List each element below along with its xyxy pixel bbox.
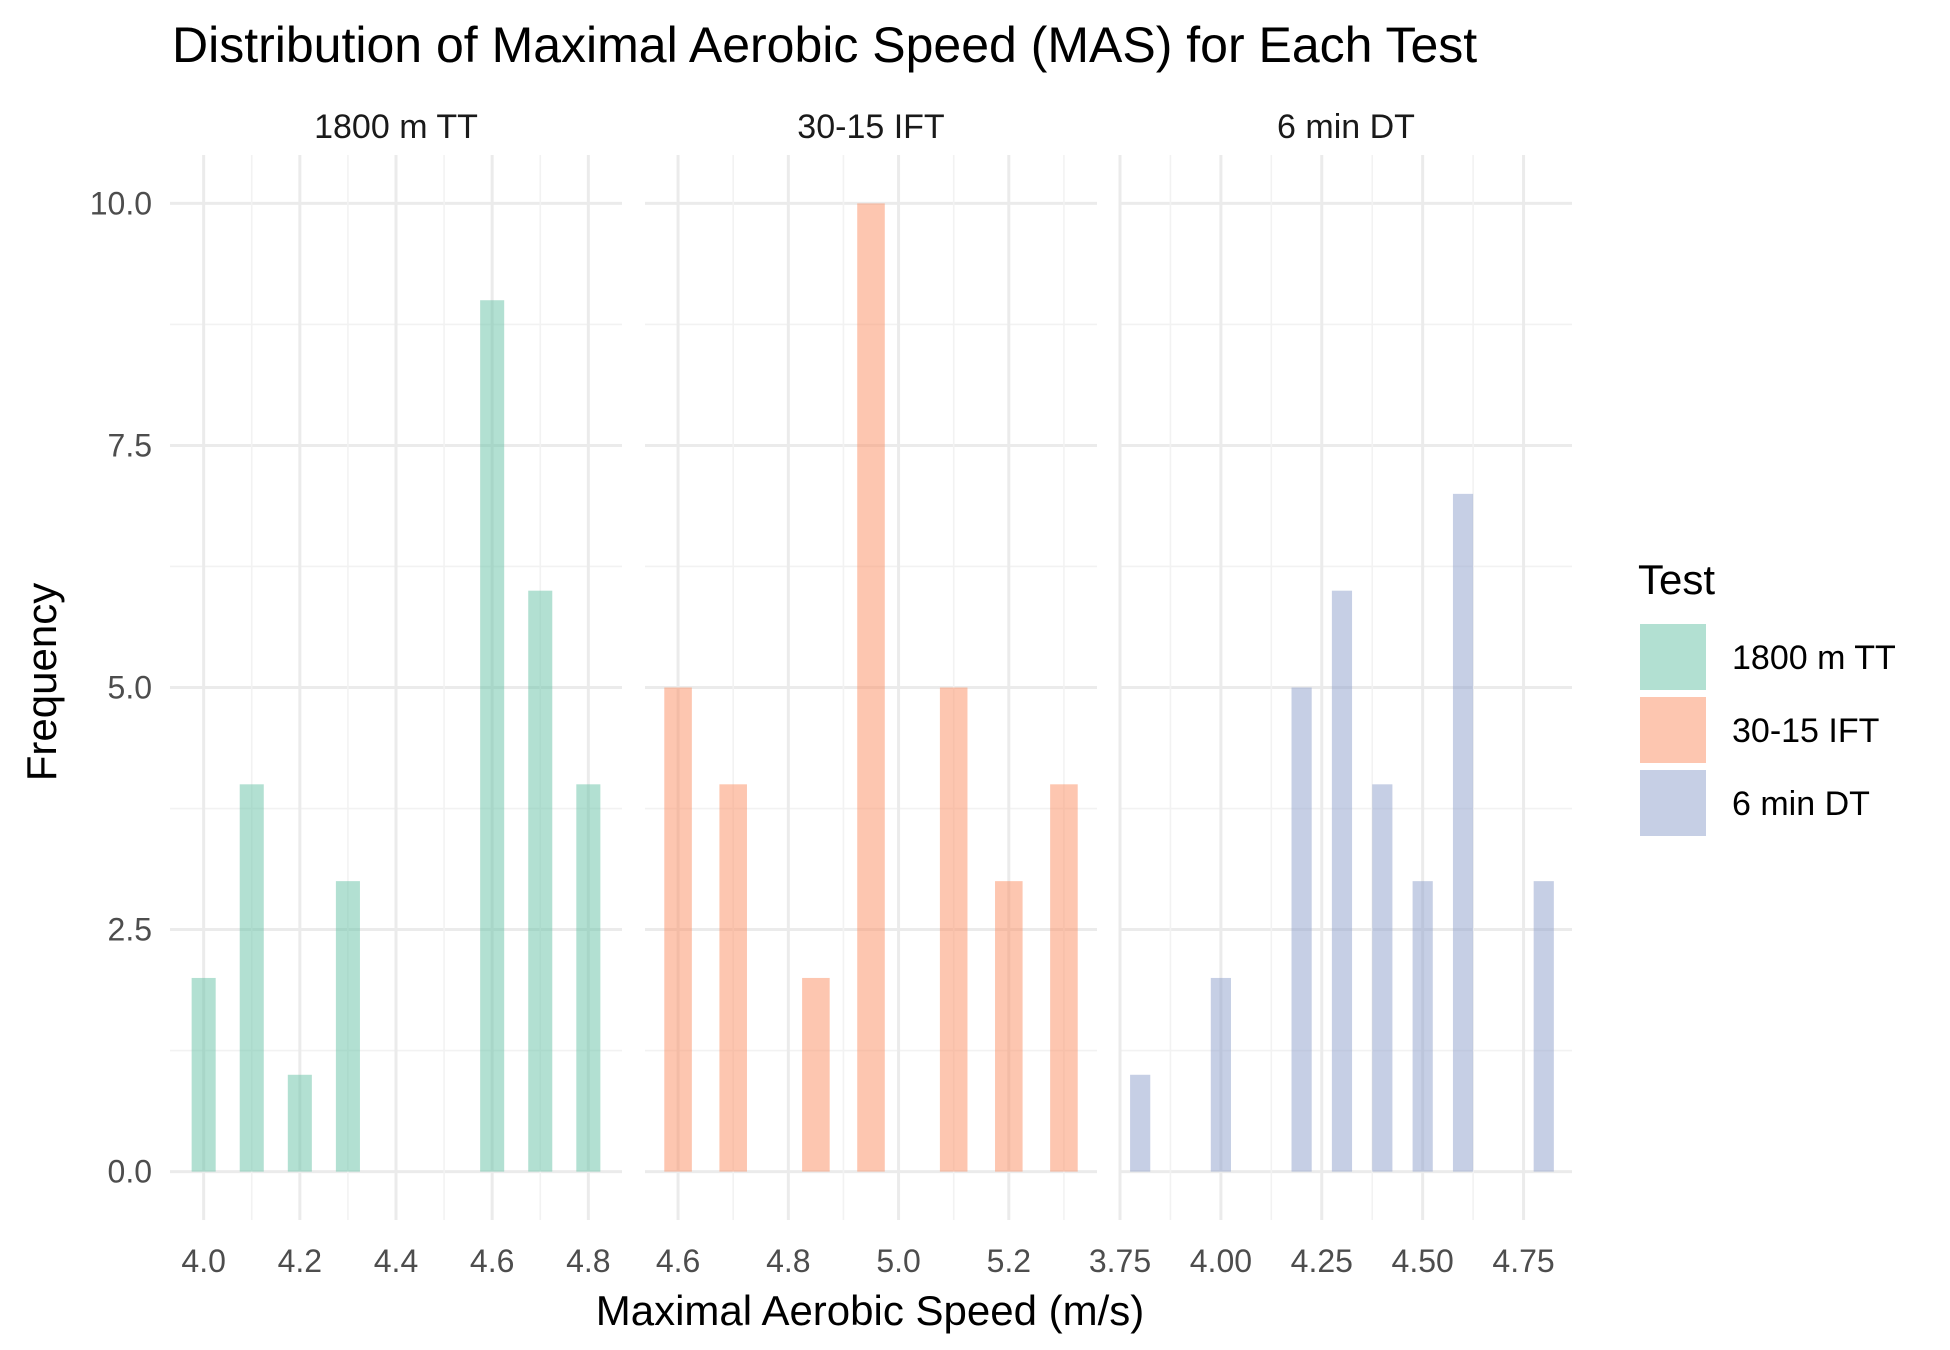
legend-label: 30-15 IFT (1732, 712, 1879, 750)
histogram-bar (664, 687, 692, 1172)
histogram-bar (576, 784, 601, 1172)
histogram-bar (939, 687, 968, 1172)
histogram-bar (480, 300, 505, 1172)
x-tick-label: 4.6 (656, 1243, 700, 1279)
histogram-bar (1210, 977, 1231, 1172)
x-tick-label: 4.0 (181, 1243, 225, 1279)
y-tick-label: 2.5 (108, 912, 152, 948)
histogram-bar (995, 881, 1023, 1172)
x-tick-label: 3.75 (1089, 1243, 1151, 1279)
panels: 0.0 2.5 5.0 7.5 10.0 4.0 4.2 4.4 4.6 4.8 1800 m TT… (90, 108, 1572, 1279)
panel-2: 3.75 4.00 4.25 4.50 4.75 6 min DT (1089, 108, 1572, 1279)
histogram-bar (1452, 493, 1474, 1172)
facet-strip-label: 6 min DT (1277, 108, 1415, 146)
histogram-bar (1372, 784, 1393, 1172)
x-tick-label: 4.2 (278, 1243, 322, 1279)
histogram-bar (1533, 881, 1554, 1172)
x-tick-label: 5.0 (876, 1243, 920, 1279)
histogram-bar (1331, 590, 1353, 1172)
x-tick-label: 4.8 (766, 1243, 810, 1279)
facet-strip-label: 30-15 IFT (797, 108, 944, 146)
chart-title: Distribution of Maximal Aerobic Speed (M… (172, 17, 1477, 73)
legend: Test 1800 m TT 30-15 IFT 6 min DT (1638, 556, 1896, 836)
y-tick-label: 10.0 (90, 185, 152, 221)
histogram-bar (802, 977, 830, 1172)
x-tick-label: 4.00 (1190, 1243, 1252, 1279)
histogram-bar (1130, 1074, 1151, 1172)
x-tick-label: 4.50 (1392, 1243, 1454, 1279)
legend-label: 6 min DT (1732, 785, 1870, 823)
facet-strip-label: 1800 m TT (314, 108, 478, 146)
panel-1: 4.6 4.8 5.0 5.2 30-15 IFT (645, 108, 1097, 1279)
histogram-bar (857, 203, 885, 1172)
legend-key (1640, 624, 1706, 690)
histogram-bar (287, 1074, 312, 1172)
x-tick-label: 5.2 (987, 1243, 1031, 1279)
legend-key (1640, 770, 1706, 836)
y-tick-label: 0.0 (108, 1154, 152, 1190)
histogram-bar (191, 977, 216, 1172)
histogram-bar (1050, 784, 1078, 1172)
x-tick-label: 4.75 (1492, 1243, 1554, 1279)
y-tick-label: 7.5 (108, 427, 152, 463)
legend-title: Test (1638, 556, 1715, 603)
histogram-bar (239, 784, 264, 1172)
y-tick-label: 5.0 (108, 670, 152, 706)
x-tick-label: 4.6 (470, 1243, 514, 1279)
panel-0: 4.0 4.2 4.4 4.6 4.8 1800 m TT (170, 108, 622, 1279)
y-axis-title: Frequency (18, 583, 65, 781)
legend-key (1640, 697, 1706, 763)
histogram-bar (719, 784, 747, 1172)
legend-label: 1800 m TT (1732, 639, 1896, 677)
x-tick-label: 4.25 (1291, 1243, 1353, 1279)
x-tick-label: 4.4 (374, 1243, 418, 1279)
x-tick-label: 4.8 (566, 1243, 610, 1279)
histogram-bar (1291, 687, 1312, 1172)
histogram-bar (1412, 881, 1433, 1172)
histogram-bar (335, 881, 360, 1172)
x-axis-title: Maximal Aerobic Speed (m/s) (596, 1287, 1145, 1334)
histogram-bar (528, 590, 553, 1172)
